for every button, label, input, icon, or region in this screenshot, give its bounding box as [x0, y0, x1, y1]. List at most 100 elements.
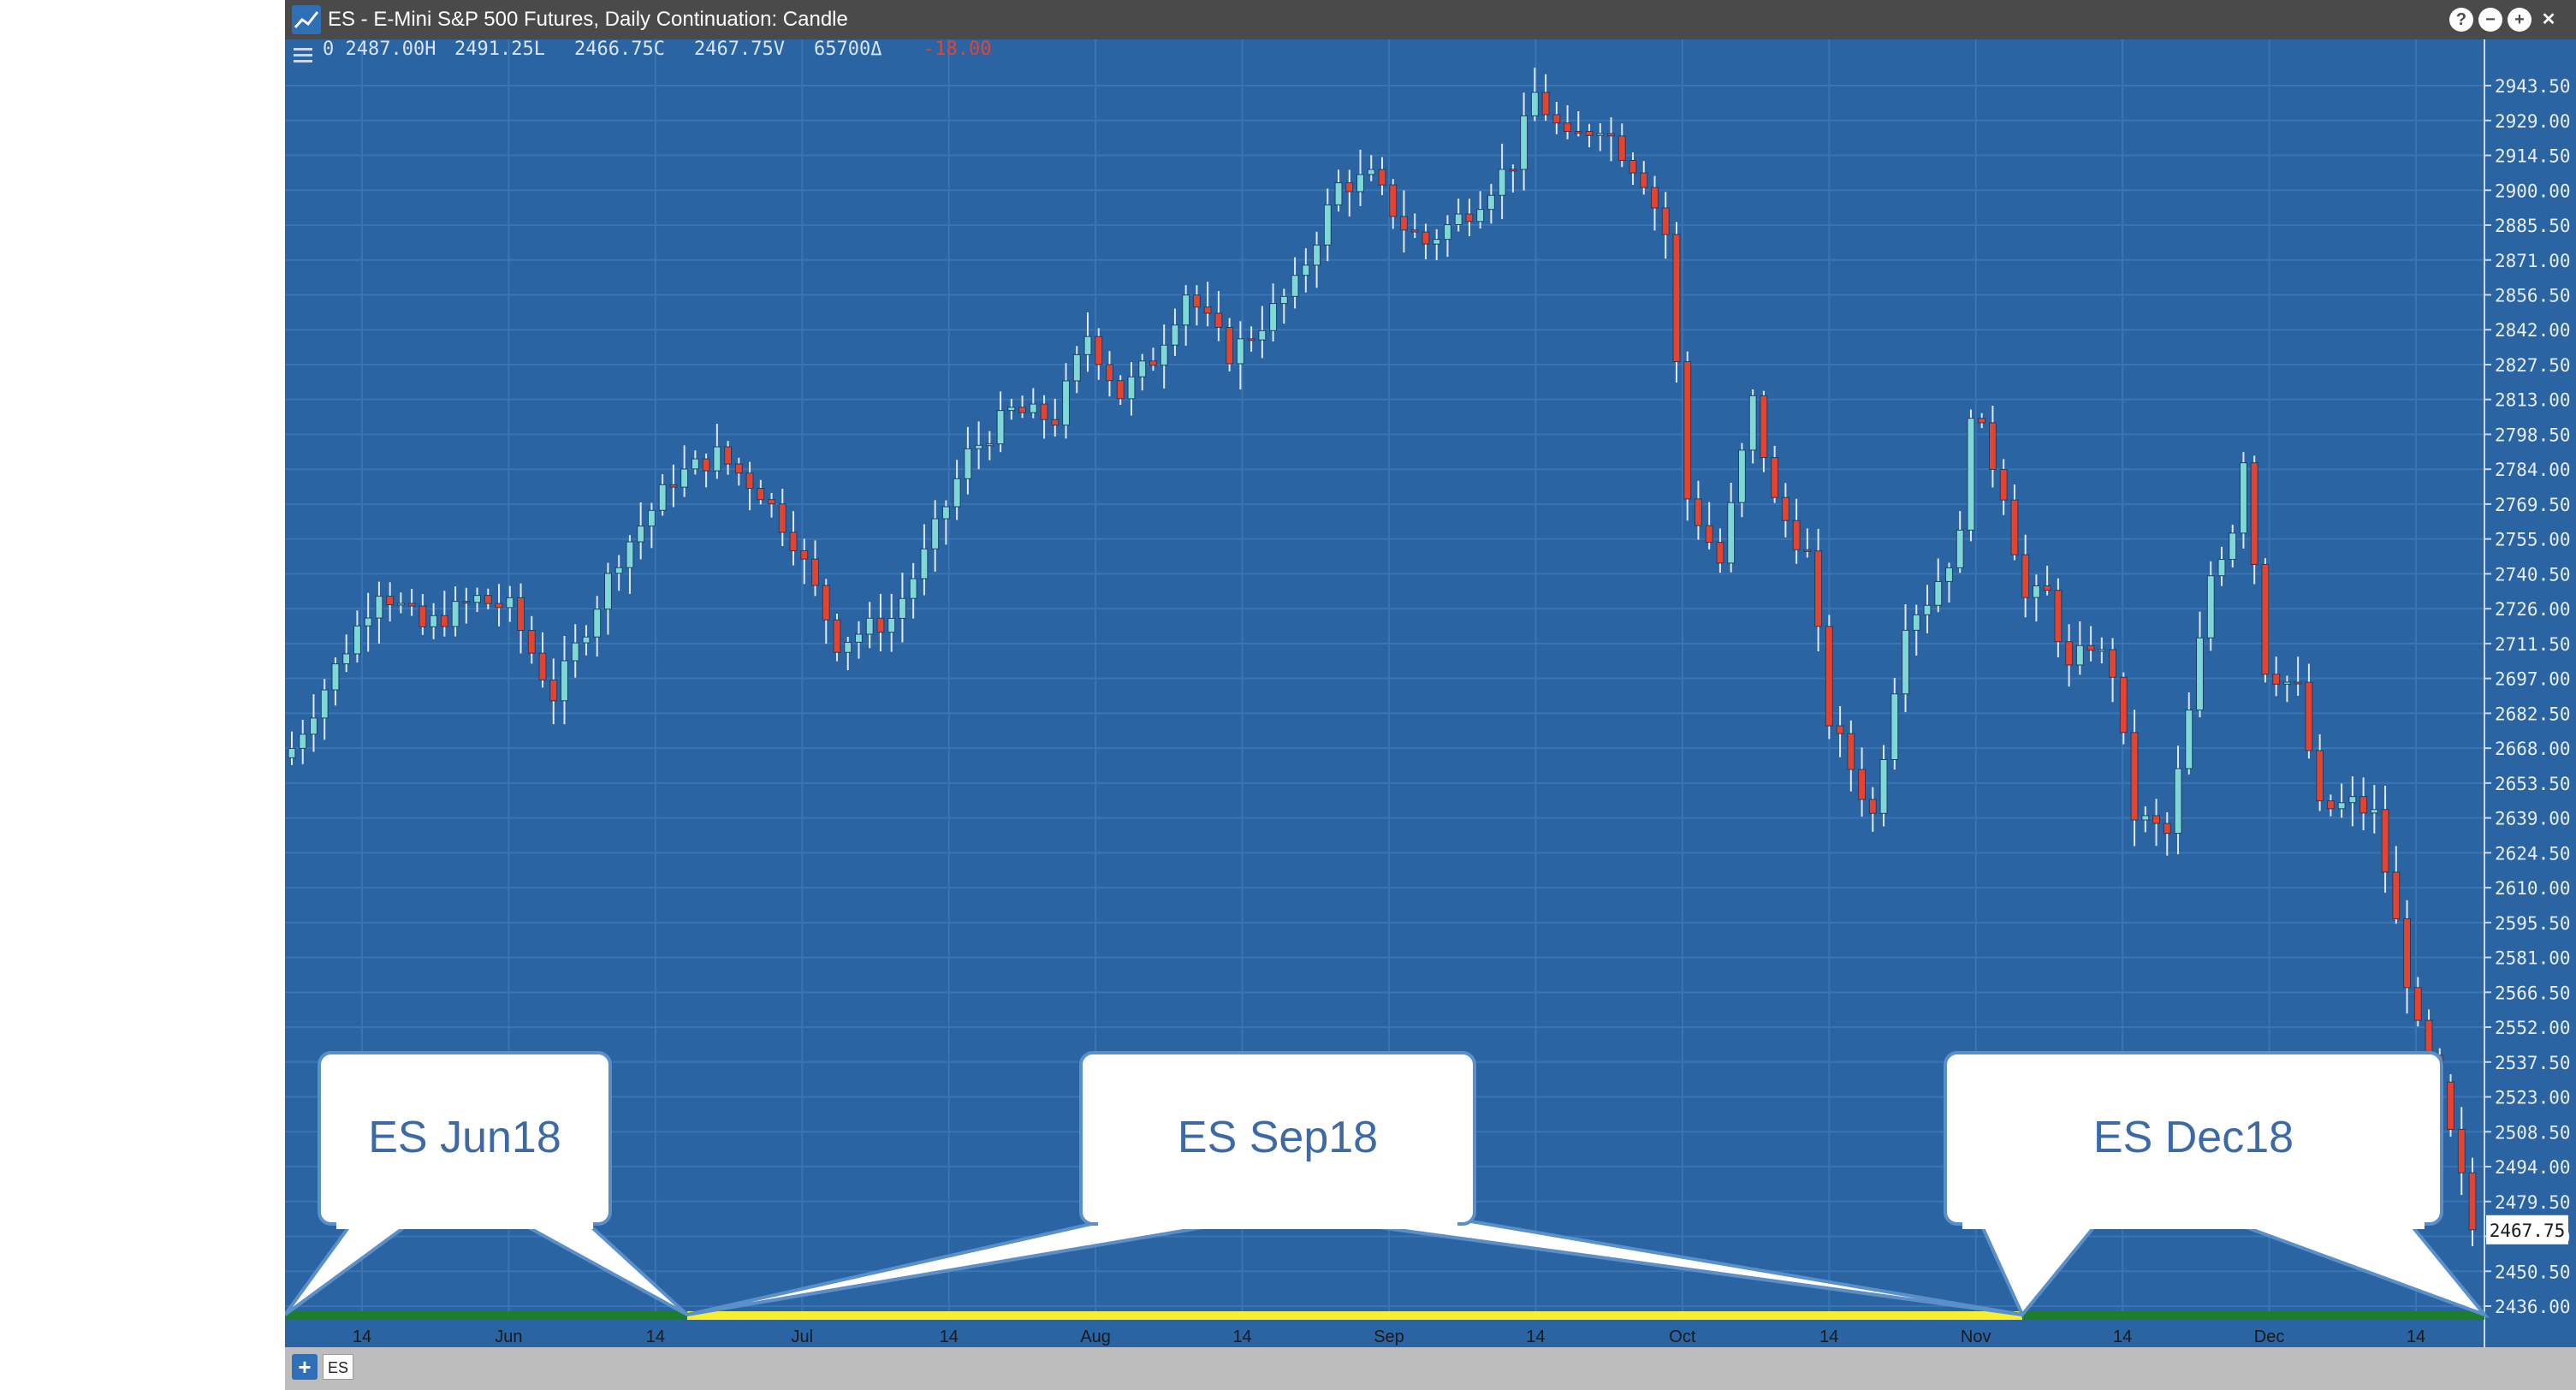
candle-body	[1737, 449, 1746, 503]
candle	[451, 586, 460, 637]
candle-body	[2163, 823, 2171, 835]
candle-body	[2032, 585, 2040, 598]
candle	[1727, 483, 1736, 573]
candle	[1923, 585, 1932, 633]
candle-body	[1313, 244, 1321, 266]
x-tick-label: 14	[1526, 1328, 1545, 1346]
candle	[996, 391, 1005, 453]
candle-body	[2261, 563, 2270, 675]
candle	[2326, 794, 2335, 817]
candle	[833, 613, 841, 662]
candle-body	[1890, 693, 1899, 760]
candle	[745, 461, 754, 511]
candle	[375, 581, 383, 644]
candle-body	[1520, 115, 1528, 170]
candle	[757, 479, 765, 505]
candle-body	[1487, 194, 1495, 211]
candle-body	[1323, 204, 1332, 246]
candle	[1520, 92, 1528, 191]
y-tick-label: 2914.50	[2495, 146, 2571, 167]
candle-body	[517, 597, 525, 632]
readout-low: 2466.75C	[574, 39, 665, 60]
candle	[1552, 101, 1561, 134]
y-tick-label: 2494.00	[2495, 1157, 2571, 1178]
candle-body	[430, 615, 438, 627]
callout-jun18: ES Jun18	[285, 1051, 689, 1316]
candle	[1072, 346, 1081, 394]
y-tick-label: 2842.00	[2495, 320, 2571, 341]
candle	[931, 500, 940, 572]
candle-body	[1389, 184, 1398, 217]
y-tick-label: 2885.50	[2495, 216, 2571, 236]
candle-body	[2174, 768, 2182, 835]
candle-body	[484, 595, 492, 604]
candle-body	[745, 472, 754, 490]
candle-body	[975, 444, 983, 449]
y-tick-label: 2798.50	[2495, 425, 2571, 445]
candle	[855, 621, 863, 659]
candle-body	[2348, 796, 2357, 804]
candle-body	[1433, 239, 1441, 245]
candle-body	[462, 601, 471, 604]
candle	[1629, 152, 1637, 186]
candle	[1978, 413, 1986, 429]
candle	[876, 593, 885, 652]
candle	[2109, 638, 2117, 703]
candle-body	[822, 585, 830, 621]
candle-body	[1127, 376, 1136, 400]
candle-body	[2370, 809, 2378, 814]
candle-body	[2217, 559, 2226, 577]
menu-icon[interactable]	[294, 48, 312, 62]
candle-body	[1781, 496, 1790, 521]
candle	[800, 538, 809, 585]
candle	[844, 637, 852, 671]
candle-body	[1476, 209, 1485, 223]
candle-body	[1530, 92, 1539, 116]
x-tick-label: 14	[2113, 1328, 2132, 1346]
candle	[614, 555, 623, 591]
candle-body	[931, 518, 940, 549]
candle	[1640, 161, 1648, 195]
candle-body	[364, 617, 372, 627]
candle	[1018, 395, 1027, 419]
close-icon[interactable]: ✕	[2541, 10, 2556, 29]
candle	[680, 445, 689, 497]
candle	[1836, 705, 1844, 757]
candle	[1454, 199, 1463, 232]
contract-bar-dec18	[2022, 1311, 2484, 1320]
candle	[353, 610, 361, 662]
candle	[1313, 231, 1321, 288]
symbol-tab-es[interactable]: ES	[323, 1354, 353, 1380]
candle-body	[1771, 457, 1779, 498]
candle	[2174, 745, 2182, 855]
candle	[1792, 498, 1801, 564]
candle-body	[2185, 710, 2193, 769]
last-price-label: 2467.75	[2490, 1221, 2566, 1241]
x-tick-label: 14	[353, 1328, 371, 1346]
candle-body	[331, 663, 340, 691]
candle-body	[604, 573, 612, 610]
minimize-icon[interactable]: −	[2478, 8, 2502, 32]
candle	[778, 489, 786, 547]
add-symbol-button[interactable]: +	[292, 1354, 318, 1380]
help-icon[interactable]: ?	[2449, 8, 2473, 32]
candlestick-chart[interactable]: 2943.50 2929.00 2914.50 2900.00 2885.50 2871.…	[285, 39, 2576, 1347]
candle-body	[626, 541, 634, 568]
candle-body	[1596, 133, 1605, 136]
candle-body	[2229, 532, 2237, 561]
candle-body	[2305, 681, 2313, 751]
candle	[1007, 398, 1016, 420]
candle	[2229, 525, 2237, 567]
candle	[647, 502, 656, 549]
candle-body	[1192, 294, 1201, 308]
candle-body	[953, 478, 961, 508]
candle-body	[1683, 361, 1692, 500]
candle-body	[1443, 223, 1451, 241]
candle-body	[1716, 542, 1724, 564]
candle-body	[407, 603, 416, 607]
candle-body	[386, 596, 395, 606]
candle	[2370, 785, 2378, 834]
candle-body	[1302, 264, 1310, 276]
maximize-icon[interactable]: +	[2508, 8, 2531, 32]
candle-body	[1574, 130, 1582, 134]
